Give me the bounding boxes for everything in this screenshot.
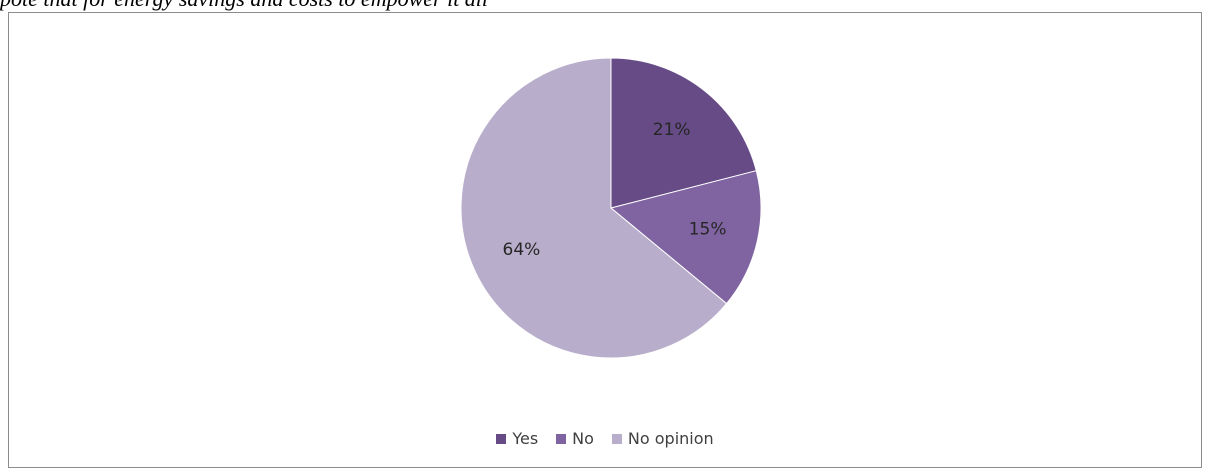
figure-caption: pote that for energy savings and costs t… (0, 0, 1212, 12)
legend-swatch (611, 433, 622, 444)
legend-swatch (496, 433, 507, 444)
pie-slice-yes (610, 57, 757, 209)
pie-chart: 21% 15% 64% (460, 57, 762, 359)
caption-text: pote that for energy savings and costs t… (0, 0, 488, 11)
legend-item-no-opinion: No opinion (611, 429, 714, 448)
legend-item-no: No (556, 429, 594, 448)
pie-slice-no-opinion (460, 57, 728, 359)
data-label-no-opinion: 64% (503, 240, 541, 260)
data-label-no: 15% (689, 220, 727, 240)
legend-label: No (572, 429, 594, 448)
legend-item-yes: Yes (496, 429, 538, 448)
legend-label: Yes (512, 429, 539, 448)
pie-slice-no (609, 170, 762, 305)
chart-frame: 21% 15% 64% Yes No No opinion (8, 12, 1202, 468)
chart-legend: Yes No No opinion (9, 429, 1201, 448)
data-label-yes: 21% (653, 120, 691, 140)
legend-label: No opinion (627, 429, 714, 448)
legend-swatch (556, 433, 567, 444)
